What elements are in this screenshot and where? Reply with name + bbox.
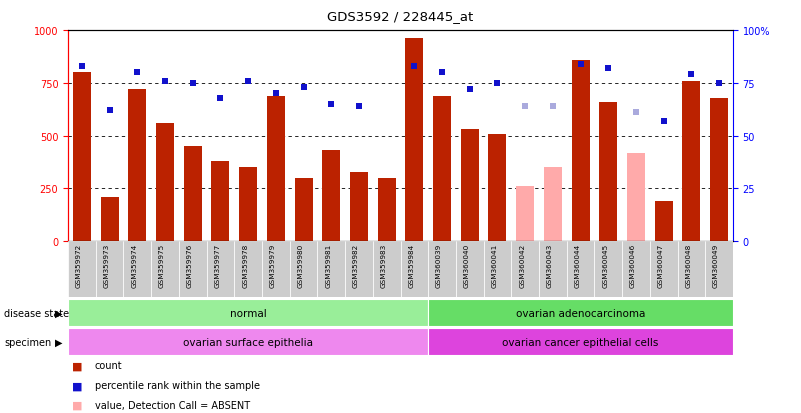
Text: GSM360047: GSM360047 (658, 243, 664, 287)
Text: GSM359983: GSM359983 (380, 243, 387, 287)
Bar (96, 242, 123, 297)
Bar (345, 242, 372, 297)
Bar (262, 242, 290, 297)
Bar (429, 299, 733, 326)
Bar (372, 242, 400, 297)
Bar (710, 98, 728, 242)
Text: value, Detection Call = ABSENT: value, Detection Call = ABSENT (95, 400, 250, 410)
Bar (429, 242, 456, 297)
Bar (239, 168, 257, 242)
Bar (678, 242, 705, 297)
Bar (516, 187, 534, 242)
Text: ■: ■ (72, 361, 83, 370)
Bar (267, 96, 285, 242)
Text: GSM359977: GSM359977 (215, 243, 220, 287)
Bar (350, 172, 368, 242)
Bar (567, 242, 594, 297)
Text: ovarian cancer epithelial cells: ovarian cancer epithelial cells (502, 337, 658, 347)
Bar (599, 102, 618, 242)
Bar (377, 178, 396, 242)
Bar (539, 242, 567, 297)
Text: GSM360040: GSM360040 (464, 243, 469, 287)
Text: GSM359981: GSM359981 (325, 243, 332, 287)
Text: GSM360042: GSM360042 (519, 243, 525, 287)
Bar (405, 39, 424, 242)
Bar (705, 242, 733, 297)
Bar (627, 153, 645, 242)
Bar (128, 90, 147, 242)
Text: disease state: disease state (4, 308, 69, 318)
Text: GSM359980: GSM359980 (297, 243, 304, 287)
Text: ▶: ▶ (55, 337, 62, 347)
Text: ovarian adenocarcinoma: ovarian adenocarcinoma (516, 308, 646, 318)
Bar (295, 178, 312, 242)
Text: count: count (95, 361, 122, 370)
Bar (433, 96, 451, 242)
Bar (179, 242, 207, 297)
Bar (183, 147, 202, 242)
Text: percentile rank within the sample: percentile rank within the sample (95, 380, 260, 390)
Bar (151, 242, 179, 297)
Text: GSM360041: GSM360041 (492, 243, 497, 287)
Bar (235, 242, 262, 297)
Bar (68, 328, 429, 355)
Text: GSM359982: GSM359982 (353, 243, 359, 287)
Text: GSM359972: GSM359972 (76, 243, 82, 287)
Bar (156, 123, 174, 242)
Text: specimen: specimen (4, 337, 51, 347)
Text: GSM360044: GSM360044 (574, 243, 581, 287)
Text: GDS3592 / 228445_at: GDS3592 / 228445_at (328, 10, 473, 23)
Bar (123, 242, 151, 297)
Bar (68, 299, 429, 326)
Text: ■: ■ (72, 400, 83, 410)
Text: GSM359984: GSM359984 (409, 243, 414, 287)
Text: GSM359979: GSM359979 (270, 243, 276, 287)
Bar (211, 161, 229, 242)
Bar (207, 242, 235, 297)
Text: GSM360046: GSM360046 (630, 243, 636, 287)
Text: ▶: ▶ (55, 308, 62, 318)
Text: GSM359976: GSM359976 (187, 243, 193, 287)
Bar (594, 242, 622, 297)
Bar (322, 151, 340, 242)
Text: GSM360045: GSM360045 (602, 243, 608, 287)
Text: GSM359975: GSM359975 (159, 243, 165, 287)
Bar (489, 134, 506, 242)
Text: normal: normal (230, 308, 267, 318)
Bar (650, 242, 678, 297)
Text: GSM360049: GSM360049 (713, 243, 719, 287)
Bar (68, 242, 96, 297)
Bar (622, 242, 650, 297)
Text: GSM359974: GSM359974 (131, 243, 137, 287)
Bar (400, 242, 429, 297)
Bar (572, 60, 590, 242)
Bar (511, 242, 539, 297)
Bar (682, 81, 700, 242)
Bar (654, 202, 673, 242)
Bar (484, 242, 511, 297)
Text: GSM360048: GSM360048 (686, 243, 691, 287)
Text: GSM360039: GSM360039 (436, 243, 442, 287)
Text: ovarian surface epithelia: ovarian surface epithelia (183, 337, 313, 347)
Bar (456, 242, 484, 297)
Text: ■: ■ (72, 380, 83, 390)
Bar (544, 168, 562, 242)
Text: GSM359978: GSM359978 (242, 243, 248, 287)
Bar (290, 242, 317, 297)
Text: GSM360043: GSM360043 (547, 243, 553, 287)
Bar (101, 197, 119, 242)
Bar (429, 328, 733, 355)
Bar (73, 73, 91, 242)
Bar (317, 242, 345, 297)
Text: GSM359973: GSM359973 (103, 243, 110, 287)
Bar (461, 130, 479, 242)
